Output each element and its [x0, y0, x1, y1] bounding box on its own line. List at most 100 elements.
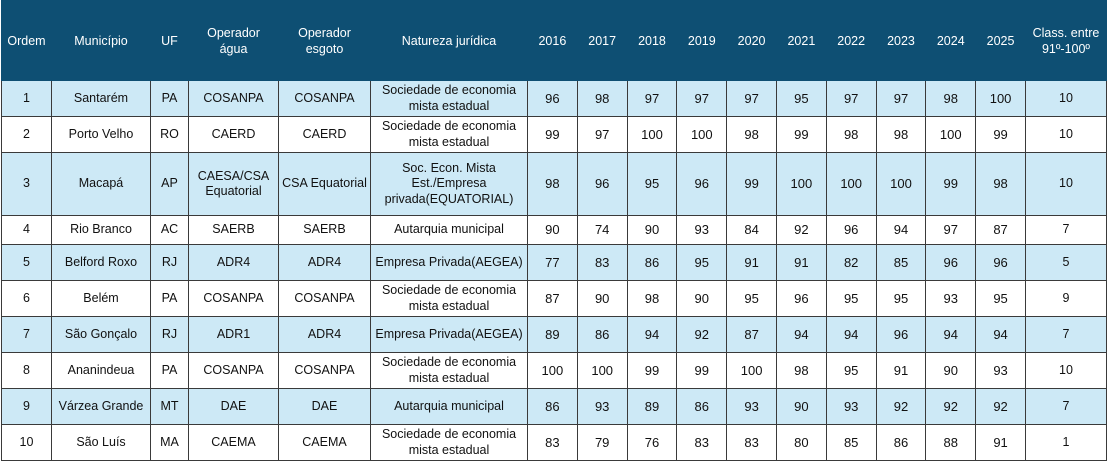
cell-natureza: Empresa Privada(AEGEA)	[370, 316, 528, 353]
cell-year-value: 98	[527, 152, 578, 216]
cell-class: 1	[1024, 424, 1107, 461]
cell-uf: RJ	[150, 244, 189, 281]
cell-year-value: 100	[975, 80, 1026, 117]
col-header-year: 2025	[975, 0, 1026, 81]
cell-year-value: 99	[925, 152, 977, 216]
cell-operador-agua: COSANPA	[188, 80, 279, 117]
cell-year-value: 90	[576, 280, 628, 317]
cell-year-value: 100	[726, 352, 777, 389]
cell-year-value: 98	[775, 352, 827, 389]
cell-natureza: Sociedade de economia mista estadual	[370, 116, 528, 153]
cell-uf: RJ	[150, 316, 189, 353]
col-header-year: 2024	[925, 0, 977, 81]
cell-year-value: 97	[726, 80, 777, 117]
cell-ordem: 10	[1, 424, 52, 461]
cell-year-value: 90	[676, 280, 728, 317]
cell-year-value: 79	[576, 424, 628, 461]
cell-year-value: 96	[925, 244, 977, 281]
cell-class: 10	[1024, 80, 1107, 117]
cell-year-value: 96	[775, 280, 827, 317]
col-header-year: 2022	[825, 0, 877, 81]
cell-uf: AC	[150, 215, 189, 245]
cell-year-value: 86	[676, 388, 728, 425]
cell-year-value: 94	[825, 316, 877, 353]
cell-operador-agua: CAEMA	[188, 424, 279, 461]
cell-municipio: Porto Velho	[51, 116, 151, 153]
cell-year-value: 83	[726, 424, 777, 461]
col-header-operador-agua: Operador água	[188, 0, 279, 81]
cell-year-value: 99	[775, 116, 827, 153]
cell-year-value: 86	[626, 244, 678, 281]
cell-operador-esgoto: CSA Equatorial	[278, 152, 371, 216]
cell-year-value: 97	[875, 80, 927, 117]
col-header-uf: UF	[150, 0, 189, 81]
col-header-class: Class. entre 91º-100º	[1024, 0, 1107, 81]
cell-year-value: 76	[626, 424, 678, 461]
cell-year-value: 100	[576, 352, 628, 389]
cell-year-value: 97	[626, 80, 678, 117]
cell-class: 10	[1024, 116, 1107, 153]
cell-ordem: 5	[1, 244, 52, 281]
cell-year-value: 99	[726, 152, 777, 216]
cell-year-value: 91	[875, 352, 927, 389]
cell-year-value: 100	[925, 116, 977, 153]
cell-year-value: 91	[726, 244, 777, 281]
cell-ordem: 4	[1, 215, 52, 245]
cell-year-value: 98	[726, 116, 777, 153]
cell-year-value: 87	[527, 280, 578, 317]
cell-year-value: 91	[975, 424, 1026, 461]
cell-year-value: 100	[626, 116, 678, 153]
cell-year-value: 85	[825, 424, 877, 461]
cell-operador-esgoto: COSANPA	[278, 280, 371, 317]
cell-year-value: 93	[975, 352, 1026, 389]
cell-year-value: 84	[726, 215, 777, 245]
cell-ordem: 8	[1, 352, 52, 389]
cell-year-value: 91	[775, 244, 827, 281]
cell-uf: PA	[150, 352, 189, 389]
cell-year-value: 98	[975, 152, 1026, 216]
cell-year-value: 95	[775, 80, 827, 117]
cell-year-value: 98	[875, 116, 927, 153]
cell-year-value: 89	[527, 316, 578, 353]
cell-year-value: 86	[527, 388, 578, 425]
cell-operador-agua: COSANPA	[188, 280, 279, 317]
cell-year-value: 83	[676, 424, 728, 461]
cell-operador-esgoto: CAEMA	[278, 424, 371, 461]
cell-municipio: Rio Branco	[51, 215, 151, 245]
cell-operador-agua: CAERD	[188, 116, 279, 153]
cell-natureza: Autarquia municipal	[370, 215, 528, 245]
cell-year-value: 100	[676, 116, 728, 153]
cell-year-value: 94	[875, 215, 927, 245]
cell-operador-agua: COSANPA	[188, 352, 279, 389]
col-header-year: 2020	[726, 0, 777, 81]
cell-ordem: 3	[1, 152, 52, 216]
cell-year-value: 93	[825, 388, 877, 425]
cell-class: 10	[1024, 152, 1107, 216]
cell-year-value: 90	[775, 388, 827, 425]
cell-class: 7	[1024, 215, 1107, 245]
table-row: 10 São Luís MA CAEMA CAEMA Sociedade de econo…	[1, 424, 1107, 461]
cell-operador-agua: ADR4	[188, 244, 279, 281]
cell-year-value: 97	[925, 215, 977, 245]
cell-year-value: 99	[676, 352, 728, 389]
cell-year-value: 92	[775, 215, 827, 245]
col-header-year: 2016	[527, 0, 578, 81]
cell-natureza: Sociedade de economia mista estadual	[370, 352, 528, 389]
cell-operador-agua: ADR1	[188, 316, 279, 353]
cell-year-value: 93	[726, 388, 777, 425]
cell-year-value: 98	[825, 116, 877, 153]
cell-uf: MA	[150, 424, 189, 461]
cell-uf: MT	[150, 388, 189, 425]
table-row: 3 Macapá AP CAESA/CSA Equatorial CSA Equator…	[1, 152, 1107, 216]
cell-year-value: 100	[527, 352, 578, 389]
cell-year-value: 94	[626, 316, 678, 353]
col-header-year: 2021	[775, 0, 827, 81]
cell-municipio: Belém	[51, 280, 151, 317]
cell-class: 10	[1024, 352, 1107, 389]
cell-year-value: 96	[975, 244, 1026, 281]
cell-year-value: 83	[527, 424, 578, 461]
cell-year-value: 99	[975, 116, 1026, 153]
cell-municipio: Macapá	[51, 152, 151, 216]
cell-natureza: Autarquia municipal	[370, 388, 528, 425]
cell-operador-agua: CAESA/CSA Equatorial	[188, 152, 279, 216]
